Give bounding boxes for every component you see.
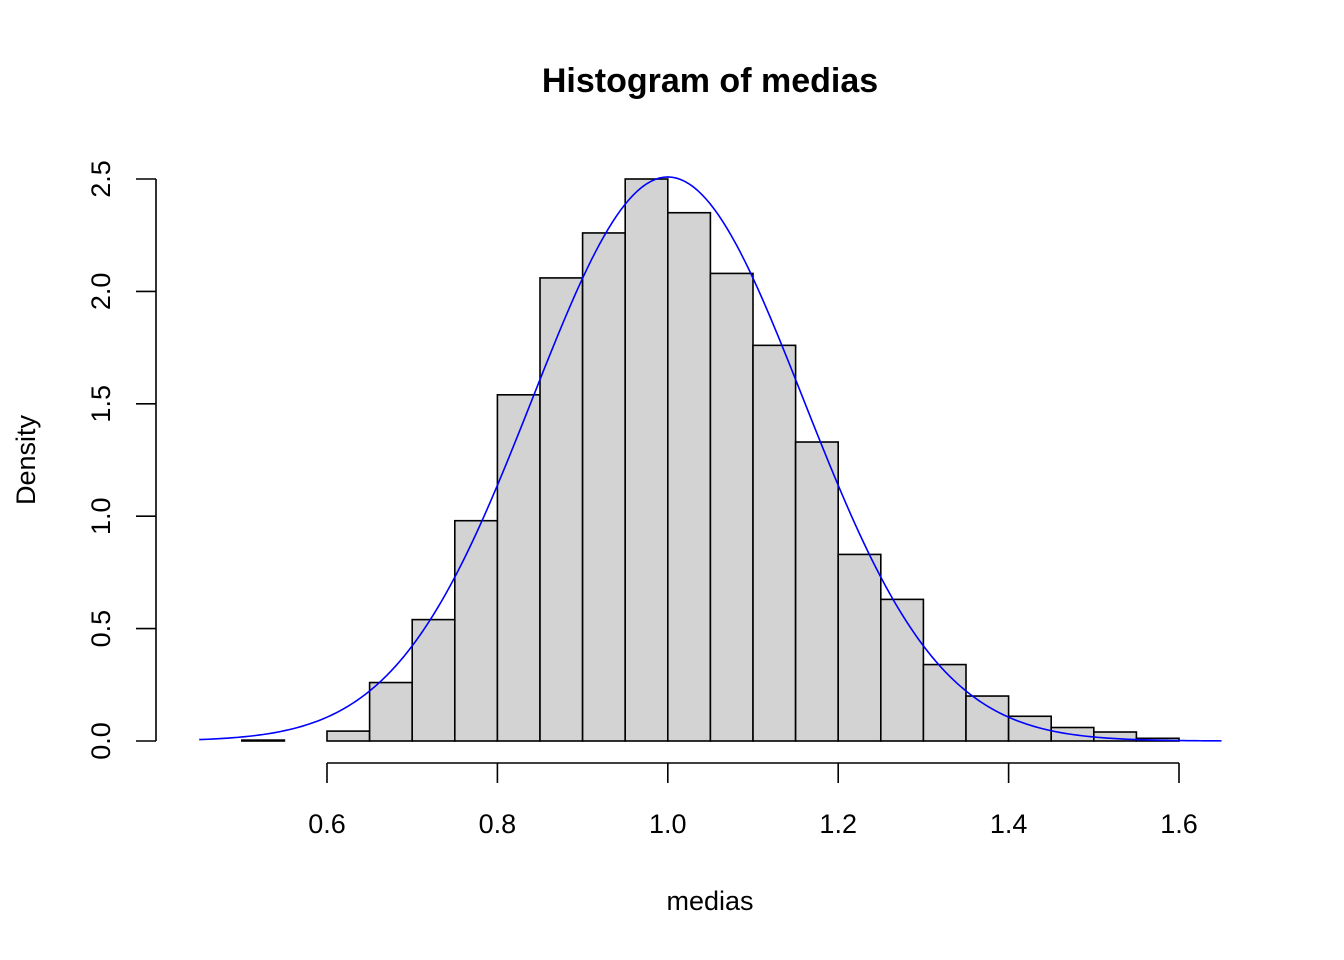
histogram-bar: [581, 232, 626, 742]
x-tick-label: 1.2: [819, 809, 857, 839]
histogram-bar: [411, 618, 456, 742]
histogram-bar: [794, 441, 839, 742]
x-tick-label: 0.6: [308, 809, 346, 839]
y-tick-label: 2.5: [86, 160, 116, 198]
histogram-bar: [709, 272, 754, 742]
histogram-bars: [241, 178, 1180, 742]
x-axis-label: medias: [666, 886, 753, 916]
histogram-bar: [879, 598, 925, 742]
histogram-bar: [453, 519, 499, 742]
x-axis: 0.6 0.8 1.0 1.2 1.4 1.6: [308, 762, 1198, 839]
y-tick-label: 0.0: [86, 722, 116, 760]
chart-title: Histogram of medias: [542, 62, 878, 100]
histogram-bar: [326, 730, 371, 742]
y-axis-label: Density: [11, 414, 41, 505]
y-axis: 0.0 0.5 1.0 1.5 2.0 2.5: [86, 160, 157, 760]
y-tick-label: 2.0: [86, 273, 116, 311]
y-tick-label: 1.0: [86, 497, 116, 535]
histogram-bar: [837, 553, 882, 742]
x-tick-label: 1.6: [1160, 809, 1198, 839]
density-curve: [199, 176, 1222, 742]
histogram-bar: [624, 178, 669, 742]
y-tick-label: 0.5: [86, 610, 116, 648]
histogram-bar: [368, 681, 414, 742]
histogram-bar: [922, 663, 967, 742]
x-tick-label: 1.0: [649, 809, 687, 839]
x-tick-label: 0.8: [479, 809, 517, 839]
histogram-bar: [496, 394, 541, 742]
histogram-bar: [752, 344, 797, 742]
y-tick-label: 1.5: [86, 385, 116, 423]
histogram-bar: [241, 739, 286, 742]
histogram-bar: [666, 211, 712, 742]
x-tick-label: 1.4: [990, 809, 1028, 839]
histogram-bar: [965, 695, 1010, 742]
histogram-bar: [539, 277, 584, 742]
